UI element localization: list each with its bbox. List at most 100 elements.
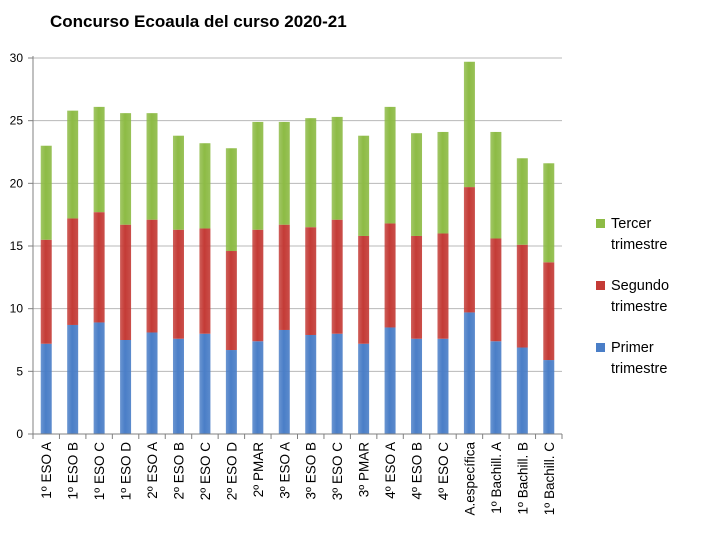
x-category-label: 1º ESO D xyxy=(119,442,134,500)
bars xyxy=(40,61,555,434)
legend: Tercer trimestre Segundo trimestre Primer tri… xyxy=(596,216,669,377)
x-category-label: 4º ESO A xyxy=(383,442,398,499)
bar-segment-tercer xyxy=(331,116,343,220)
x-category-label: 1º ESO C xyxy=(92,442,107,500)
bar-segment-segundo xyxy=(437,233,449,339)
bar-segment-primer xyxy=(437,338,449,434)
y-tick-label: 30 xyxy=(10,51,24,65)
bar-segment-segundo xyxy=(278,224,290,330)
bar-segment-segundo xyxy=(199,228,211,334)
bar-segment-segundo xyxy=(40,239,52,344)
bar-segment-primer xyxy=(252,341,264,434)
x-category-label: 2º ESO B xyxy=(171,442,186,499)
bar-segment-primer xyxy=(411,338,423,434)
bar-segment-tercer xyxy=(40,145,52,240)
bar-segment-tercer xyxy=(463,61,475,188)
bar-segment-primer xyxy=(225,350,237,434)
bar-segment-segundo xyxy=(225,251,237,351)
bar-segment-segundo xyxy=(120,224,132,340)
bar-segment-primer xyxy=(120,340,132,434)
bar-segment-segundo xyxy=(146,219,158,333)
bar-segment-primer xyxy=(331,333,343,434)
bar-segment-primer xyxy=(199,333,211,434)
bar-segment-tercer xyxy=(516,158,528,245)
bar-segment-segundo xyxy=(67,218,79,325)
y-tick-label: 5 xyxy=(16,364,23,378)
bar-segment-primer xyxy=(172,338,184,434)
legend-label: trimestre xyxy=(611,299,667,315)
y-tick-label: 20 xyxy=(10,176,24,190)
x-category-label: 1º Bachill. B xyxy=(515,442,530,514)
bar-segment-tercer xyxy=(172,135,184,230)
bar-segment-tercer xyxy=(146,113,158,220)
x-category-label: 3º ESO A xyxy=(277,442,292,499)
legend-item: Segundo trimestre xyxy=(611,278,669,315)
bar-segment-tercer xyxy=(411,133,423,236)
bar-segment-tercer xyxy=(358,135,370,236)
legend-swatch xyxy=(596,281,605,290)
bar-segment-tercer xyxy=(543,163,555,263)
x-category-label: 4º ESO C xyxy=(436,442,451,500)
bar-segment-segundo xyxy=(331,219,343,334)
x-category-label: 2º ESO D xyxy=(224,442,239,500)
x-category-label: 3º ESO C xyxy=(330,442,345,500)
bar-segment-segundo xyxy=(411,235,423,339)
bar-segment-tercer xyxy=(252,121,264,230)
legend-label: Tercer xyxy=(611,216,651,232)
bar-segment-tercer xyxy=(278,121,290,225)
bar-segment-primer xyxy=(543,360,555,434)
bar-segment-primer xyxy=(146,332,158,434)
bar-segment-tercer xyxy=(384,106,396,224)
bar-segment-segundo xyxy=(172,229,184,339)
bar-segment-primer xyxy=(490,341,502,434)
legend-swatch xyxy=(596,343,605,352)
x-category-label: A.específica xyxy=(462,442,477,516)
bar-segment-segundo xyxy=(516,244,528,348)
bar-segment-primer xyxy=(93,322,105,434)
y-tick-label: 25 xyxy=(10,114,24,128)
bar-segment-tercer xyxy=(199,143,211,229)
x-category-label: 3º PMAR xyxy=(357,442,372,497)
bar-segment-tercer xyxy=(93,106,105,213)
axes xyxy=(32,56,563,439)
bar-segment-segundo xyxy=(543,262,555,361)
x-category-label: 2º PMAR xyxy=(251,442,266,497)
legend-label: trimestre xyxy=(611,361,667,377)
y-tick-label: 0 xyxy=(16,427,23,441)
bar-segment-tercer xyxy=(490,131,502,239)
legend-label: Segundo xyxy=(611,278,669,294)
gridlines xyxy=(33,57,562,372)
legend-label: trimestre xyxy=(611,237,667,253)
bar-segment-segundo xyxy=(252,229,264,342)
y-axis-ticks: 0 5 10 15 20 25 30 xyxy=(10,51,33,441)
bar-segment-primer xyxy=(67,324,79,434)
legend-item: Tercer trimestre xyxy=(611,216,667,253)
legend-swatch xyxy=(596,219,605,228)
y-tick-label: 15 xyxy=(10,239,24,253)
bar-segment-tercer xyxy=(437,131,449,234)
bar-segment-segundo xyxy=(490,238,502,342)
bar-segment-tercer xyxy=(225,148,237,252)
bar-segment-primer xyxy=(358,343,370,434)
x-axis-labels: 1º ESO A 1º ESO B 1º ESO C 1º ESO D 2º ESO A… xyxy=(39,442,557,516)
bar-segment-primer xyxy=(40,343,52,434)
bar-segment-segundo xyxy=(93,212,105,323)
bar-segment-tercer xyxy=(120,113,132,225)
x-category-label: 1º Bachill. C xyxy=(542,442,557,515)
x-category-label: 2º ESO A xyxy=(145,442,160,499)
x-category-label: 1º ESO B xyxy=(66,442,81,499)
bar-segment-segundo xyxy=(358,235,370,344)
bar-segment-primer xyxy=(305,334,317,434)
bar-segment-tercer xyxy=(67,110,79,219)
bar-segment-segundo xyxy=(305,227,317,335)
x-category-label: 1º ESO A xyxy=(39,442,54,499)
bar-segment-tercer xyxy=(305,118,317,228)
legend-item: Primer trimestre xyxy=(611,340,667,377)
x-category-label: 4º ESO B xyxy=(410,442,425,499)
bar-segment-primer xyxy=(463,312,475,434)
x-category-label: 2º ESO C xyxy=(198,442,213,500)
x-category-label: 3º ESO B xyxy=(304,442,319,499)
bar-segment-primer xyxy=(278,329,290,434)
bar-segment-primer xyxy=(516,347,528,434)
